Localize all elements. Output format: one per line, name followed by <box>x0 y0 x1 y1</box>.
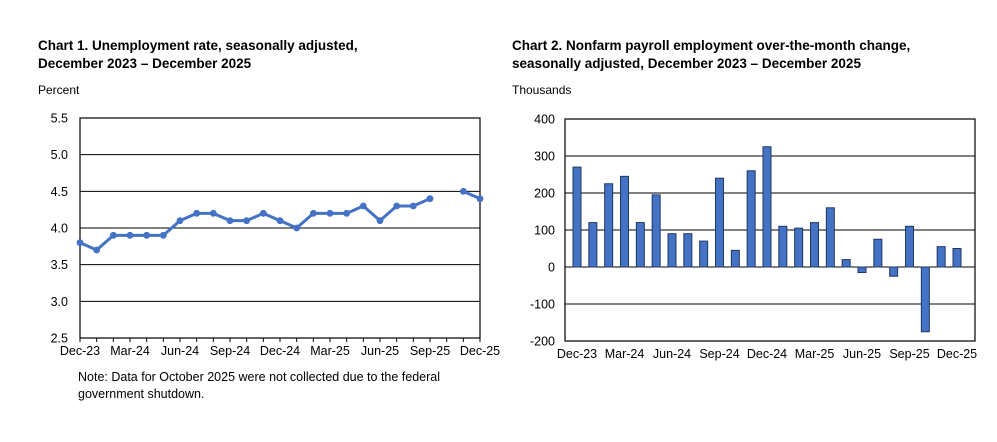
chart2-y-tick-label: 400 <box>534 113 555 127</box>
chart1-data-point <box>176 217 184 225</box>
chart2-x-tick-label: Dec-23 <box>557 347 597 361</box>
chart2-y-tick-label: -100 <box>530 298 555 312</box>
chart2-x-tick-label: Dec-24 <box>747 347 787 361</box>
chart2-bar <box>920 266 930 333</box>
chart2-bar <box>825 207 835 268</box>
chart2-x-tick-label: Jun-25 <box>843 347 881 361</box>
chart2-bar <box>794 227 804 268</box>
chart1-data-point <box>193 209 201 217</box>
chart1-y-tick-label: 4.5 <box>51 185 68 199</box>
chart1-x-tick-label: Dec-25 <box>460 344 500 358</box>
chart1-y-tick-label: 3.0 <box>51 295 68 309</box>
chart1-data-point <box>93 246 101 254</box>
chart1-data-point <box>209 209 217 217</box>
chart1-x-tick-label: Dec-23 <box>60 344 100 358</box>
chart2-bar <box>873 238 883 268</box>
chart1-y-tick-label: 5.0 <box>51 148 68 162</box>
chart1-data-point <box>359 202 367 210</box>
chart1-title-line2: December 2023 – December 2025 <box>38 55 252 71</box>
chart2-unit-label: Thousands <box>512 83 572 97</box>
chart1-data-point <box>309 209 317 217</box>
chart1-y-tick-label: 2.5 <box>51 332 68 346</box>
chart2-x-tick-label: Mar-25 <box>795 347 835 361</box>
chart1-x-tick-label: Jun-24 <box>161 344 199 358</box>
chart2-x-tick-label: Sep-25 <box>889 347 929 361</box>
chart2-title: Chart 2. Nonfarm payroll employment over… <box>512 37 910 72</box>
chart2-x-tick-label: Sep-24 <box>699 347 739 361</box>
chart2-bar <box>841 259 851 268</box>
chart2-bar <box>746 170 756 268</box>
chart1-y-tick-label: 3.5 <box>51 258 68 272</box>
chart1-x-tick-label: Sep-24 <box>210 344 250 358</box>
chart1-data-point <box>259 209 267 217</box>
chart2-title-line1: Chart 2. Nonfarm payroll employment over… <box>512 38 911 53</box>
chart1-data-point <box>409 202 417 210</box>
chart2-y-tick-label: 200 <box>534 187 555 201</box>
chart1-line-series <box>79 197 431 252</box>
chart2-bar <box>778 225 788 268</box>
chart2-x-tick-label: Jun-24 <box>653 347 691 361</box>
chart2-bar <box>620 175 629 268</box>
chart2-bar <box>730 249 740 268</box>
chart2-y-tick-label: 100 <box>534 224 555 238</box>
chart1-x-tick-label: Mar-25 <box>310 344 350 358</box>
chart2-bar <box>635 222 645 268</box>
chart1-data-point <box>326 209 334 217</box>
chart1-y-tick-label: 4.0 <box>51 222 68 236</box>
chart1-note: Note: Data for October 2025 were not col… <box>78 369 440 402</box>
chart1-data-point <box>76 239 84 247</box>
chart2-bar <box>952 248 962 268</box>
chart1-data-point <box>143 231 151 239</box>
chart2-bar <box>683 233 693 268</box>
chart1-data-point <box>343 209 351 217</box>
chart1-x-tick-label: Jun-25 <box>361 344 399 358</box>
chart2-bar <box>651 194 661 268</box>
chart1-x-tick-label: Dec-24 <box>260 344 300 358</box>
chart1-title-line1: Chart 1. Unemployment rate, seasonally a… <box>38 38 358 53</box>
chart2-title-line2: seasonally adjusted, December 2023 – Dec… <box>512 55 861 71</box>
chart2-bar <box>572 166 582 268</box>
chart1-unit-label: Percent <box>38 83 80 97</box>
chart2-bar <box>857 266 867 274</box>
chart2-bar <box>889 266 899 277</box>
chart1-data-point <box>126 231 134 239</box>
chart2-bar <box>588 222 598 268</box>
chart1-y-tick-label: 5.5 <box>51 112 68 126</box>
chart2-y-tick-label: 300 <box>534 150 555 164</box>
chart2-bar <box>936 246 946 268</box>
chart2-bar <box>699 240 709 268</box>
chart2-bar <box>810 222 819 268</box>
chart2-x-tick-label: Mar-24 <box>605 347 645 361</box>
chart1-data-point <box>226 217 234 225</box>
chart1-data-point <box>476 195 484 203</box>
chart1-x-tick-label: Mar-24 <box>110 344 150 358</box>
chart2-bar <box>715 177 724 268</box>
chart2-x-tick-label: Dec-25 <box>937 347 977 361</box>
chart2-y-tick-label: -200 <box>530 335 555 349</box>
chart1-data-point <box>376 217 384 225</box>
chart1-title: Chart 1. Unemployment rate, seasonally a… <box>38 37 358 72</box>
chart1-x-tick-label: Sep-25 <box>410 344 450 358</box>
chart1-data-point <box>393 202 401 210</box>
chart2-bar <box>762 146 772 268</box>
chart1-data-point <box>426 195 434 203</box>
chart1-data-point <box>276 217 284 225</box>
chart2-bar <box>667 233 677 268</box>
chart2-bar <box>604 183 614 268</box>
chart1-data-point <box>109 231 117 239</box>
chart1-note-line2: government shutdown. <box>78 386 205 401</box>
chart2-bar <box>905 225 914 268</box>
chart1-note-line1: Note: Data for October 2025 were not col… <box>78 370 441 384</box>
chart2-y-tick-label: 0 <box>548 261 555 275</box>
chart1-data-point <box>293 224 301 232</box>
chart1-data-point <box>459 187 467 195</box>
chart1-data-point <box>243 217 251 225</box>
chart1-data-point <box>159 231 167 239</box>
